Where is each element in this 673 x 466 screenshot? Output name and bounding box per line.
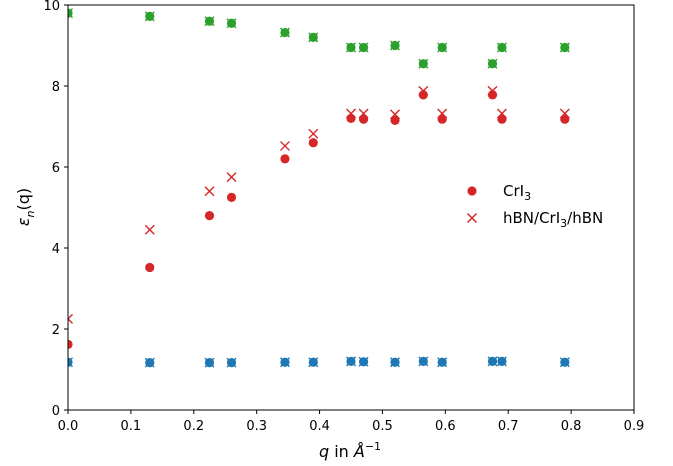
data-point [280, 154, 290, 164]
data-point [358, 114, 369, 124]
data-point [559, 42, 570, 53]
data-point [68, 313, 73, 324]
data-point [418, 58, 429, 69]
x-tick-label: 0.9 [624, 419, 645, 434]
series-1 [68, 8, 570, 69]
data-point [496, 42, 507, 53]
data-point [308, 138, 318, 148]
data-point [279, 357, 290, 368]
legend-marker [467, 213, 477, 223]
y-tick-label: 10 [43, 0, 60, 14]
data-point [144, 224, 155, 235]
data-point [358, 42, 369, 53]
series-3 [68, 85, 570, 324]
data-point [559, 108, 570, 119]
data-point [346, 356, 356, 367]
ticks: 0.0 0.1 0.2 0.3 0.4 0.5 0.6 0.7 0.8 0.9 0 2 4 6 8 10 [43, 0, 644, 434]
data-point [390, 357, 401, 368]
y-tick-label: 8 [52, 80, 60, 95]
data-point [279, 27, 290, 38]
x-tick-label: 0.0 [58, 419, 79, 434]
data-point [68, 8, 73, 18]
data-point [560, 114, 570, 124]
data-point [437, 42, 448, 53]
data-point [346, 108, 356, 119]
axes [67, 4, 635, 411]
data-point [204, 16, 215, 27]
data-point [346, 113, 356, 123]
data-point [390, 40, 401, 51]
series-5 [68, 356, 570, 368]
data-point [145, 262, 155, 273]
data-point [279, 140, 290, 151]
data-point [358, 356, 369, 367]
data-point [308, 357, 319, 368]
y-tick-label: 2 [52, 323, 60, 338]
data-point [308, 32, 319, 43]
legend: CrI3 hBN/CrI3/hBN [467, 182, 603, 230]
x-tick-label: 0.7 [498, 419, 519, 434]
data-point [144, 357, 155, 368]
x-tick-label: 0.1 [121, 419, 142, 434]
data-point [226, 18, 237, 29]
x-tick-label: 0.5 [372, 419, 393, 434]
data-point [418, 85, 429, 96]
data-marks [68, 8, 570, 368]
data-point [487, 85, 498, 96]
data-point [144, 11, 155, 22]
data-point [68, 8, 73, 19]
plot-frame [67, 4, 635, 411]
data-point [497, 114, 507, 124]
data-point [496, 356, 507, 367]
data-point [226, 357, 237, 368]
data-point [390, 115, 400, 126]
x-tick-label: 0.6 [435, 419, 456, 434]
data-point [559, 357, 570, 368]
y-tick-label: 4 [52, 242, 60, 257]
data-point [496, 108, 507, 119]
data-point [68, 357, 73, 368]
data-point [358, 108, 369, 119]
x-axis-label: q in Å−1 [319, 440, 381, 461]
legend-marker [467, 186, 477, 196]
y-tick-label: 0 [52, 404, 60, 419]
legend-label: hBN/CrI3/hBN [503, 209, 603, 230]
x-tick-label: 0.2 [183, 419, 204, 434]
x-tick-label: 0.8 [561, 419, 582, 434]
x-tick-label: 0.4 [309, 419, 330, 434]
x-tick-label: 0.3 [246, 419, 267, 434]
data-point [437, 108, 448, 119]
legend-label: CrI3 [503, 182, 531, 203]
data-point [226, 172, 237, 183]
data-point [437, 357, 448, 368]
data-point [68, 357, 73, 367]
data-point [204, 186, 215, 197]
series-0 [68, 8, 570, 69]
data-point [226, 192, 237, 202]
data-point [204, 357, 215, 368]
data-point [308, 128, 319, 139]
data-point [487, 58, 498, 69]
data-point [68, 339, 73, 349]
data-point [346, 42, 356, 53]
data-point [487, 356, 498, 367]
y-axis-label: εn(q) [14, 188, 37, 226]
data-point [418, 356, 429, 367]
series-2 [68, 90, 570, 349]
data-point [390, 109, 401, 120]
data-point [437, 114, 447, 124]
y-tick-label: 6 [52, 161, 60, 176]
data-point [204, 211, 215, 221]
